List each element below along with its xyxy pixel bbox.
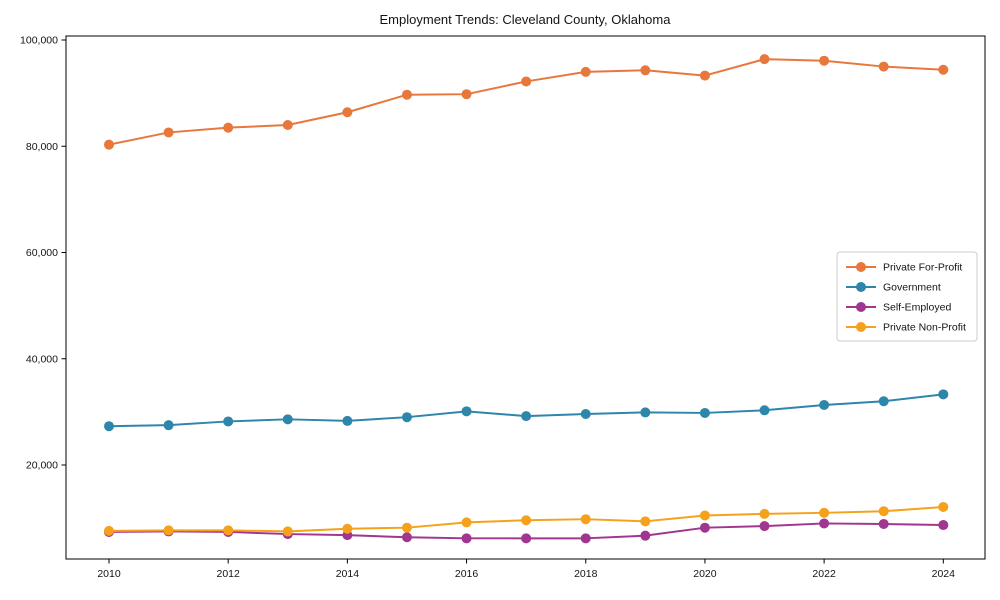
series-government [104,389,949,432]
data-point-private-for-profit-2017 [521,76,532,87]
legend-label: Private For-Profit [883,262,962,274]
data-point-private-for-profit-2024 [938,64,949,75]
x-tick-label: 2024 [932,568,956,580]
data-point-private-non-profit-2022 [819,507,830,518]
data-point-private-non-profit-2024 [938,501,949,512]
legend-entry-private-for-profit: Private For-Profit [846,262,962,274]
data-point-private-non-profit-2015 [401,522,412,533]
series-private-non-profit [104,501,949,537]
legend-box [836,251,978,342]
series-layer [104,54,949,544]
data-point-private-for-profit-2021 [759,54,770,65]
y-tick-label: 80,000 [26,141,58,153]
data-point-private-for-profit-2014 [342,107,353,118]
data-point-self-employed-2017 [521,533,532,544]
data-point-private-for-profit-2023 [878,61,889,72]
legend-marker-dot [856,282,866,292]
plot-frame [65,35,986,560]
data-point-government-2016 [461,406,472,417]
data-point-private-for-profit-2018 [580,66,591,77]
data-point-self-employed-2022 [819,518,830,529]
series-private-for-profit [104,54,949,150]
legend-marker-dot [856,302,866,312]
axes: 20,000 40,000 60,000 80,000 100,000 2010 2012 2… [20,35,955,581]
data-point-government-2011 [163,420,174,431]
legend-marker-dot [856,262,866,272]
data-point-government-2010 [104,421,114,432]
data-point-government-2017 [521,411,532,422]
x-tick-label: 2012 [217,568,241,580]
data-point-private-non-profit-2017 [521,515,532,526]
data-point-self-employed-2023 [878,518,889,529]
data-point-private-non-profit-2013 [282,526,293,537]
data-point-private-for-profit-2022 [819,55,830,66]
data-point-private-non-profit-2014 [342,523,353,534]
x-tick-label: 2020 [693,568,717,580]
y-tick-label: 100,000 [20,35,58,47]
legend-entry-private-non-profit: Private Non-Profit [846,322,966,334]
legend-entry-government: Government [846,282,941,294]
legend-label: Private Non-Profit [883,322,966,334]
data-point-government-2015 [401,412,412,423]
data-point-government-2019 [640,407,651,418]
data-point-self-employed-2019 [640,530,651,541]
data-point-government-2022 [819,399,830,410]
data-point-private-non-profit-2020 [699,510,710,521]
data-point-private-for-profit-2010 [104,139,114,150]
data-point-private-for-profit-2020 [699,70,710,81]
series-line-private-for-profit [108,58,944,146]
data-point-private-non-profit-2016 [461,517,472,528]
legend-label: Government [883,282,941,294]
data-point-government-2023 [878,396,889,407]
data-point-self-employed-2015 [401,532,412,543]
data-point-private-non-profit-2023 [878,506,889,517]
data-point-private-non-profit-2019 [640,516,651,527]
data-point-private-for-profit-2013 [282,120,293,130]
data-point-private-non-profit-2011 [163,525,174,536]
data-point-self-employed-2016 [461,533,472,544]
y-tick-label: 60,000 [26,247,58,259]
data-point-self-employed-2020 [699,522,710,533]
chart-title: Employment Trends: Cleveland County, Okl… [380,12,672,27]
data-point-government-2014 [342,415,353,426]
x-tick-label: 2016 [455,568,479,580]
data-point-private-non-profit-2010 [104,525,114,536]
data-point-government-2013 [282,414,293,425]
data-point-private-for-profit-2015 [401,89,412,100]
data-point-private-for-profit-2012 [223,122,234,133]
x-tick-label: 2018 [574,568,598,580]
y-tick-label: 40,000 [26,353,58,365]
x-tick-label: 2022 [812,568,836,580]
data-point-government-2024 [938,389,949,400]
data-point-self-employed-2021 [759,521,770,532]
series-line-government [108,393,944,428]
data-point-private-for-profit-2016 [461,89,472,100]
x-tick-label: 2014 [336,568,360,580]
data-point-private-non-profit-2012 [223,525,234,536]
y-tick-label: 20,000 [26,460,58,472]
plot-border [65,35,986,560]
x-tick-label: 2010 [97,568,121,580]
data-point-government-2012 [223,416,234,427]
data-point-self-employed-2018 [580,533,591,544]
legend-entry-self-employed: Self-Employed [846,302,951,314]
data-point-private-for-profit-2011 [163,127,174,138]
data-point-government-2021 [759,405,770,416]
legend-label: Self-Employed [883,302,951,314]
data-point-self-employed-2024 [938,520,949,531]
data-point-private-non-profit-2018 [580,514,591,525]
data-point-private-for-profit-2019 [640,65,651,76]
data-point-private-non-profit-2021 [759,508,770,519]
legend-marker-dot [856,322,866,332]
legend: Private For-Profit Government Self-Employe… [836,251,978,342]
data-point-government-2020 [699,407,710,418]
data-point-government-2018 [580,409,591,419]
